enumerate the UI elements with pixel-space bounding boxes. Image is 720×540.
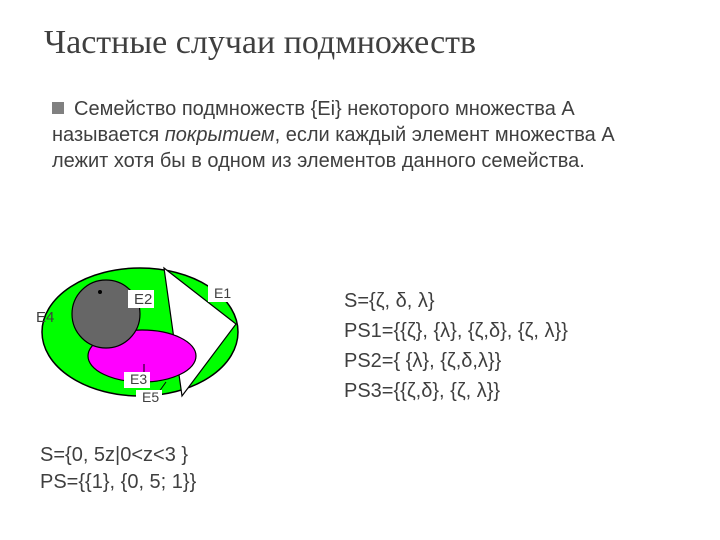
eq-line: S={0, 5z|0<z<3 } <box>40 442 196 469</box>
label-e5: E5 <box>142 389 159 405</box>
dot <box>98 290 102 294</box>
slide-title: Частные случаи подмножеств <box>44 24 476 62</box>
equations-right: S={ζ, δ, λ} PS1={{ζ}, {λ}, {ζ,δ}, {ζ, λ}… <box>344 286 568 406</box>
label-e2: E2 <box>134 291 152 308</box>
label-e4: E4 <box>36 309 54 326</box>
venn-diagram: E1 E2 E3 E4 E5 <box>36 252 256 402</box>
eq-line: PS1={{ζ}, {λ}, {ζ,δ}, {ζ, λ}} <box>344 316 568 346</box>
definition-paragraph: Семейство подмножеств {Ei} некоторого мн… <box>52 96 652 174</box>
equations-bottom: S={0, 5z|0<z<3 } PS={{1}, {0, 5; 1}} <box>40 442 196 496</box>
label-e3: E3 <box>130 371 147 387</box>
def-emph: покрытием <box>165 124 275 146</box>
bullet-marker <box>52 102 64 114</box>
label-e1: E1 <box>214 285 231 301</box>
eq-line: PS2={ {λ}, {ζ,δ,λ}} <box>344 346 568 376</box>
eq-line: S={ζ, δ, λ} <box>344 286 568 316</box>
eq-line: PS={{1}, {0, 5; 1}} <box>40 469 196 496</box>
eq-line: PS3={{ζ,δ}, {ζ, λ}} <box>344 376 568 406</box>
